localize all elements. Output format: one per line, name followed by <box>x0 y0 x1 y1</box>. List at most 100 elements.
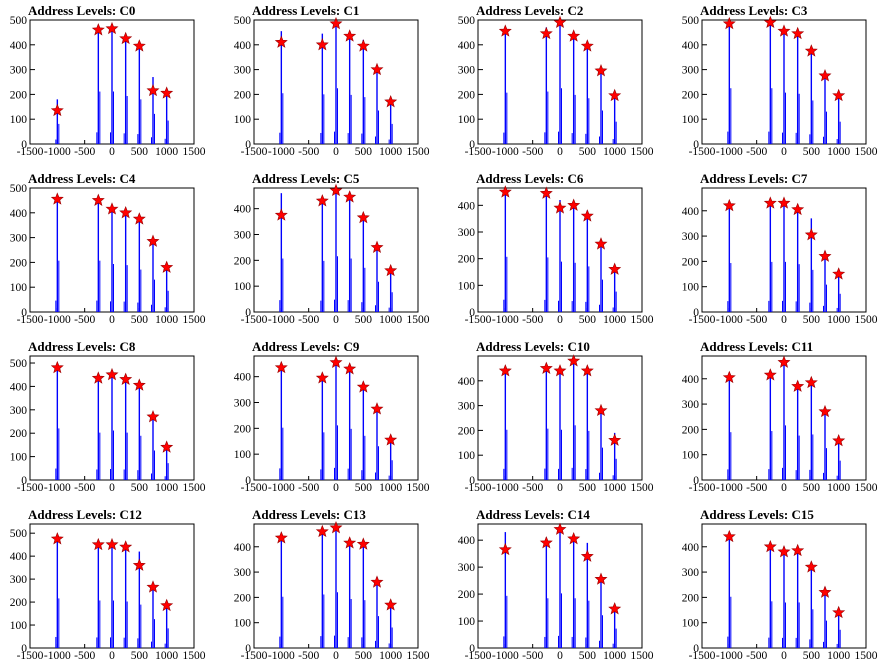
peak-star-marker <box>343 29 357 42</box>
y-tick-label: 0 <box>21 643 27 655</box>
x-tick-label: 500 <box>355 650 373 662</box>
panel-title: Address Levels: C3 <box>700 3 808 18</box>
peak-star-marker <box>567 531 581 545</box>
peak-star-marker <box>763 196 777 209</box>
peak-star-marker <box>132 39 146 52</box>
peak-star-marker <box>91 537 105 551</box>
y-tick-label: 100 <box>682 282 700 294</box>
x-tick-label: 0 <box>557 146 563 158</box>
y-tick-label: 400 <box>10 551 28 563</box>
x-tick-label: 1500 <box>631 146 654 158</box>
x-tick-label: -1000 <box>492 650 519 662</box>
x-tick-label: -1000 <box>716 314 743 326</box>
peak-star-marker <box>553 15 567 28</box>
peak-star-marker <box>356 39 370 52</box>
peak-star-marker <box>329 355 343 368</box>
x-tick-label: 500 <box>803 650 821 662</box>
panel-title: Address Levels: C11 <box>700 339 813 354</box>
peak-star-marker <box>343 362 357 375</box>
x-tick-label: 0 <box>109 314 115 326</box>
peak-star-marker <box>791 543 805 557</box>
x-tick-label: -1000 <box>492 146 519 158</box>
x-tick-label: 500 <box>803 314 821 326</box>
x-tick-label: -500 <box>298 314 319 326</box>
x-tick-label: 1000 <box>155 314 178 326</box>
peak-star-marker <box>818 585 832 598</box>
y-tick-label: 200 <box>234 89 252 101</box>
x-tick-label: -500 <box>746 650 767 662</box>
y-tick-label: 100 <box>234 281 252 293</box>
x-tick-label: -1000 <box>44 314 71 326</box>
y-tick-label: 200 <box>458 89 476 101</box>
y-tick-label: 100 <box>458 280 476 292</box>
peak-star-marker <box>553 201 567 214</box>
x-tick-label: -1500 <box>17 146 44 158</box>
y-tick-label: 100 <box>234 449 252 461</box>
panel-title: Address Levels: C9 <box>252 339 360 354</box>
peak-star-marker <box>777 196 791 209</box>
y-tick-label: 400 <box>458 376 476 388</box>
x-tick-label: 500 <box>803 482 821 494</box>
panel-title: Address Levels: C4 <box>28 171 136 186</box>
x-tick-label: 1000 <box>379 146 402 158</box>
x-tick-label: -1500 <box>465 650 492 662</box>
y-tick-label: 0 <box>469 475 475 487</box>
peak-star-marker <box>274 531 288 544</box>
x-tick-label: 0 <box>557 314 563 326</box>
x-tick-label: -500 <box>298 146 319 158</box>
x-tick-label: -1500 <box>241 650 268 662</box>
x-tick-label: -500 <box>522 314 543 326</box>
peak-star-marker <box>315 37 329 51</box>
peak-star-marker <box>594 572 608 585</box>
x-tick-label: 1000 <box>603 146 626 158</box>
peak-star-marker <box>146 409 160 423</box>
x-tick-label: -500 <box>74 314 95 326</box>
peak-star-marker <box>370 240 384 253</box>
peak-star-marker <box>722 16 736 30</box>
panel-title: Address Levels: C1 <box>252 3 359 18</box>
peak-star-marker <box>356 537 370 550</box>
x-tick-label: 0 <box>333 314 339 326</box>
y-tick-label: 300 <box>682 399 700 411</box>
x-tick-label: -1500 <box>465 146 492 158</box>
x-tick-label: 1500 <box>407 146 430 158</box>
panel-c11: Address Levels: C11 -1500 -1000 -500 0 500 100… <box>682 339 878 494</box>
peak-star-marker <box>777 24 791 37</box>
y-tick-label: 300 <box>10 405 28 417</box>
y-tick-label: 100 <box>458 114 476 126</box>
x-tick-label: -500 <box>746 482 767 494</box>
peak-star-marker <box>594 237 608 250</box>
peak-star-marker <box>722 198 736 212</box>
x-tick-label: 1000 <box>155 650 178 662</box>
peak-star-marker <box>50 360 64 374</box>
peak-star-marker <box>791 202 805 216</box>
x-tick-label: -1000 <box>716 650 743 662</box>
peak-star-marker <box>498 542 512 556</box>
x-tick-label: 1000 <box>603 314 626 326</box>
x-tick-label: 1500 <box>855 314 878 326</box>
x-tick-label: -1000 <box>492 314 519 326</box>
peak-star-marker <box>804 560 818 573</box>
peak-star-marker <box>329 183 343 197</box>
y-tick-label: 300 <box>234 65 252 77</box>
peak-star-marker <box>763 368 777 381</box>
peak-star-marker <box>274 360 288 374</box>
x-tick-label: 500 <box>131 314 149 326</box>
x-tick-label: 500 <box>131 146 149 158</box>
peak-star-marker <box>539 26 553 40</box>
peak-star-marker <box>832 605 846 619</box>
peak-star-marker <box>539 186 553 199</box>
x-tick-label: 500 <box>131 650 149 662</box>
panel-title: Address Levels: C2 <box>476 3 583 18</box>
y-tick-label: 200 <box>10 89 28 101</box>
y-tick-label: 100 <box>10 452 28 464</box>
x-tick-label: 1500 <box>183 482 206 494</box>
peak-star-marker <box>132 212 146 225</box>
x-tick-label: -1000 <box>44 146 71 158</box>
x-tick-label: 500 <box>131 482 149 494</box>
panel-c12: Address Levels: C12 -1500 -1000 -500 0 500 100… <box>10 507 206 662</box>
y-tick-label: 300 <box>458 562 476 574</box>
y-tick-label: 300 <box>234 398 252 410</box>
x-tick-label: 1500 <box>631 650 654 662</box>
y-tick-label: 0 <box>245 307 251 319</box>
